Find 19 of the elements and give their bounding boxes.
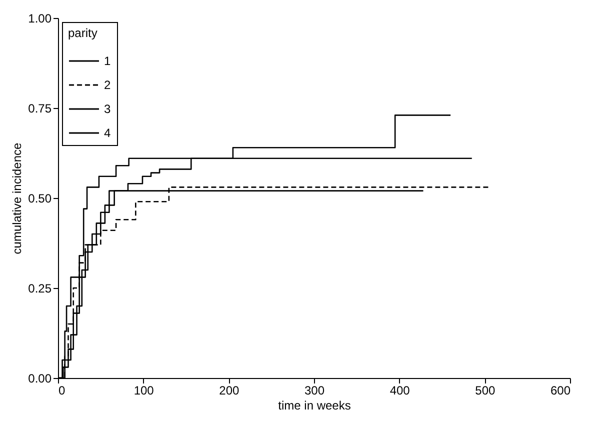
x-tick-label: 100 — [134, 384, 154, 398]
x-axis-title: time in weeks — [278, 398, 351, 412]
legend-title: parity — [68, 26, 98, 40]
y-tick-label: 0.75 — [28, 102, 52, 116]
x-tick-label: 0 — [58, 384, 66, 398]
x-tick-label: 400 — [390, 384, 410, 398]
y-tick-label: 0.25 — [28, 282, 52, 296]
x-tick-label: 200 — [219, 384, 240, 398]
x-tick-label: 500 — [475, 384, 496, 398]
y-tick-label: 0.00 — [28, 372, 52, 386]
y-tick-label: 1.00 — [28, 12, 52, 26]
x-tick-label: 600 — [550, 384, 571, 398]
legend-label: 1 — [104, 54, 111, 68]
y-axis-title: cumulative incidence — [10, 142, 24, 254]
legend-label: 4 — [104, 126, 111, 140]
legend-label: 2 — [104, 78, 111, 92]
y-tick-label: 0.50 — [28, 192, 52, 206]
legend-label: 3 — [104, 102, 111, 116]
x-tick-label: 300 — [304, 384, 325, 398]
